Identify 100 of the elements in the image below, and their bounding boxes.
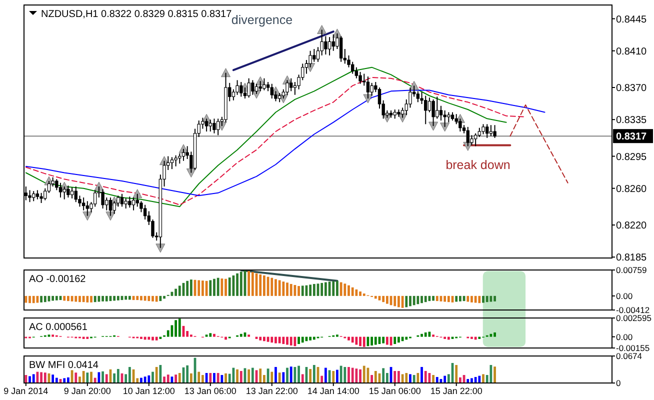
bar [340, 282, 342, 296]
bar [394, 296, 396, 306]
y-tick-label: -0.00412 [616, 304, 650, 315]
bar [455, 296, 458, 302]
bar [63, 378, 66, 383]
candlestick [447, 112, 450, 123]
x-tick-label: 13 Jan 22:00 [246, 386, 298, 396]
bar [216, 372, 220, 383]
bar [336, 280, 338, 296]
candlestick [178, 153, 182, 164]
bar [294, 336, 296, 346]
bar [409, 374, 412, 383]
bar [240, 370, 242, 383]
bar [286, 368, 288, 383]
candlestick [247, 78, 250, 98]
bar [420, 296, 423, 304]
x-tick-label: 10 Jan 12:00 [122, 386, 175, 396]
bar [466, 378, 470, 383]
bar [213, 372, 216, 383]
bar [278, 280, 281, 296]
bar [290, 336, 292, 346]
bar [274, 336, 277, 344]
bar [420, 334, 423, 337]
bar [270, 336, 274, 343]
x-tick-label: 13 Jan 06:00 [184, 386, 236, 396]
bar [478, 296, 481, 304]
y-tick-label: 0.8410 [616, 46, 648, 58]
y-tick-label: 0 [616, 378, 621, 388]
bar [309, 336, 312, 340]
bar [140, 378, 142, 383]
bar [155, 366, 158, 383]
bar [290, 366, 292, 383]
bar [148, 296, 150, 302]
bar [344, 284, 346, 296]
bar [466, 296, 470, 302]
bar [444, 376, 446, 383]
bar [355, 289, 358, 296]
bar [301, 374, 304, 383]
bar [248, 270, 250, 296]
bar [98, 296, 100, 302]
bar [286, 336, 288, 345]
y-tick-label: -0.00155 [616, 342, 650, 353]
bar [344, 366, 346, 383]
bar [359, 369, 362, 383]
candlestick [32, 190, 36, 202]
bar [459, 296, 462, 302]
bar [236, 273, 238, 296]
candlestick [82, 197, 86, 211]
bar [94, 296, 96, 302]
bar [128, 296, 131, 300]
y-tick-label: 0.002595 [616, 312, 652, 323]
candlestick [232, 88, 236, 101]
bar [412, 374, 416, 383]
y-tick-label: 0.8220 [616, 220, 648, 232]
bar [436, 376, 438, 383]
bar [24, 296, 28, 303]
bar [290, 284, 292, 296]
bar [309, 284, 312, 296]
bar [428, 332, 431, 337]
bar [98, 372, 100, 383]
candlestick [393, 109, 396, 120]
bar [263, 336, 266, 342]
bar [186, 365, 189, 383]
bar [482, 374, 484, 383]
bar [259, 368, 262, 383]
x-tick-label: 15 Jan 22:00 [430, 386, 482, 396]
bar [202, 374, 204, 383]
bar [348, 285, 350, 296]
bar [224, 278, 227, 296]
bar [324, 282, 327, 296]
candlestick [278, 92, 282, 103]
bar [163, 376, 166, 383]
bar [405, 372, 408, 383]
candlestick [312, 48, 316, 62]
bar [405, 296, 408, 308]
bar [174, 374, 177, 383]
bar [298, 336, 300, 344]
candlestick [370, 82, 374, 96]
candlestick [432, 98, 435, 126]
bar [155, 296, 158, 302]
bar [198, 280, 200, 296]
candlestick [128, 196, 132, 208]
bar [382, 368, 385, 383]
bar [259, 274, 262, 296]
bar [52, 296, 54, 301]
candlestick [101, 188, 104, 209]
bar [398, 296, 400, 308]
bar [159, 364, 162, 383]
candlestick [458, 118, 462, 132]
bar [355, 368, 358, 383]
candlestick [489, 124, 493, 137]
bar [90, 372, 92, 383]
bar [74, 372, 78, 383]
bar [474, 376, 477, 383]
y-tick-label: 0.00 [616, 332, 633, 342]
bar [213, 278, 216, 296]
candlestick [251, 80, 254, 96]
candlestick [212, 118, 216, 134]
x-tick-label: 9 Jan 20:00 [64, 386, 111, 396]
bar [494, 296, 496, 302]
